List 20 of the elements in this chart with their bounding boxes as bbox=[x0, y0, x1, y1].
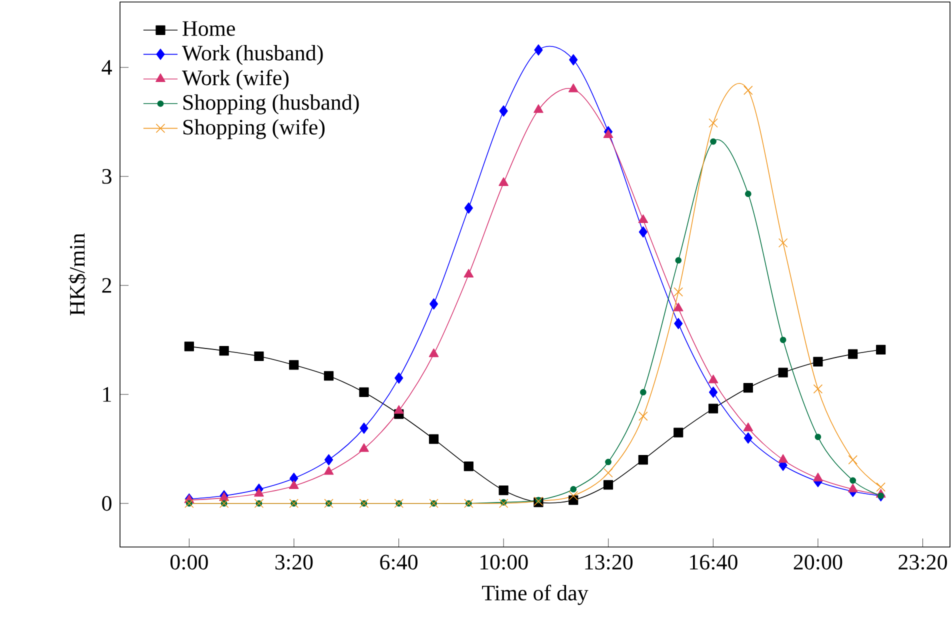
y-tick-label: 0 bbox=[102, 496, 112, 511]
x-tick-label: 3:20 bbox=[275, 554, 313, 570]
legend-label: Shopping (husband) bbox=[183, 94, 359, 114]
legend-label: Home bbox=[182, 21, 235, 36]
legend-label: Work (wife) bbox=[182, 70, 289, 90]
y-tick-label: 4 bbox=[102, 60, 112, 75]
x-axis-title: Time of day bbox=[482, 584, 588, 605]
x-tick-label: 13:20 bbox=[585, 554, 633, 570]
y-tick-label: 3 bbox=[102, 169, 112, 184]
x-tick-label: 23:20 bbox=[898, 554, 947, 570]
x-tick-label: 10:00 bbox=[480, 554, 528, 570]
y-axis-title: HK$/min bbox=[68, 233, 86, 316]
x-tick-label: 0:00 bbox=[170, 554, 208, 570]
x-tick-label: 6:40 bbox=[380, 554, 418, 570]
y-tick-label: 1 bbox=[103, 387, 111, 402]
x-tick-label: 16:40 bbox=[690, 554, 738, 570]
legend-label: Shopping (wife) bbox=[183, 118, 325, 140]
legend-label: Work (husband) bbox=[182, 45, 323, 65]
x-tick-label: 20:00 bbox=[794, 554, 842, 570]
y-tick-label: 2 bbox=[102, 278, 112, 293]
